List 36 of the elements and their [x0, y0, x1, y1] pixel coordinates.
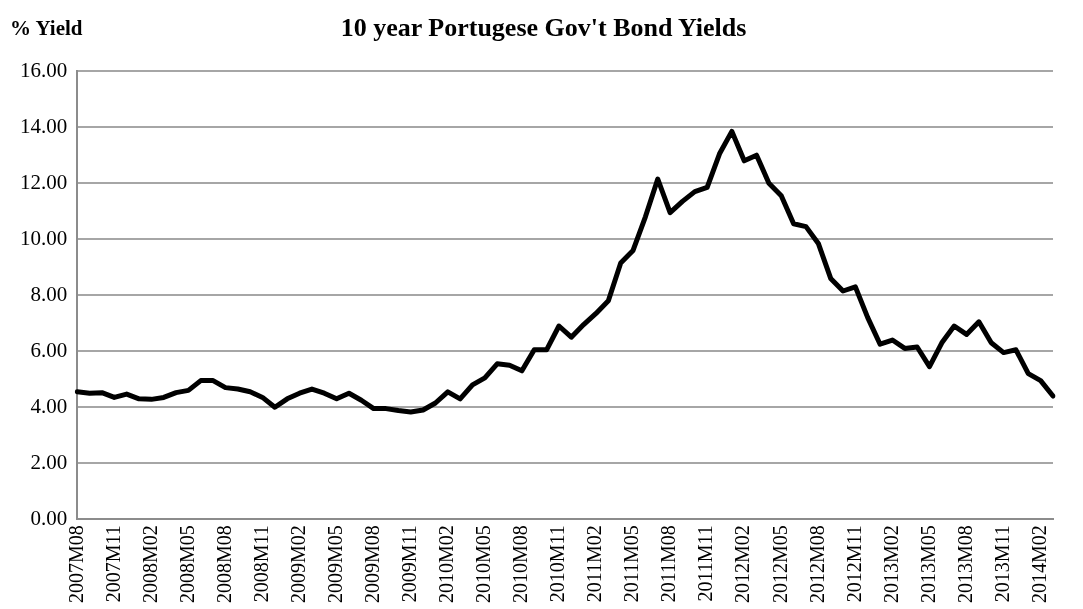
- x-tick-label: 2009M02: [286, 525, 309, 604]
- chart-title: 10 year Portugese Gov't Bond Yields: [340, 13, 747, 43]
- y-tick-label: 6.00: [30, 337, 68, 362]
- y-tick-label: 16.00: [20, 57, 68, 82]
- x-tick-label: 2012M08: [805, 525, 828, 604]
- x-tick-label: 2009M05: [323, 525, 346, 604]
- x-tick-label: 2007M11: [101, 525, 124, 603]
- x-tick-label: 2013M02: [879, 525, 902, 604]
- x-tick-label: 2012M05: [768, 525, 791, 604]
- x-tick-label: 2008M02: [138, 525, 161, 604]
- x-tick-label: 2009M11: [397, 525, 420, 603]
- x-tick-label: 2011M08: [657, 525, 680, 603]
- y-tick-label: 10.00: [20, 225, 68, 250]
- y-tick-label: 12.00: [20, 169, 68, 194]
- x-tick-label: 2012M02: [731, 525, 754, 604]
- x-tick-label: 2010M02: [435, 525, 458, 604]
- x-tick-label: 2011M11: [694, 525, 717, 602]
- x-tick-label: 2013M05: [916, 525, 939, 604]
- x-tick-label: 2010M08: [509, 525, 532, 604]
- x-tick-label: 2011M05: [620, 525, 643, 603]
- x-tick-label: 2013M08: [953, 525, 976, 604]
- y-tick-label: 14.00: [20, 113, 68, 138]
- x-tick-label: 2013M11: [990, 525, 1013, 603]
- x-tick-label: 2008M08: [212, 525, 235, 604]
- x-tick-label: 2008M11: [249, 525, 272, 603]
- y-tick-label: 8.00: [30, 281, 68, 306]
- y-tick-label: 2.00: [30, 449, 68, 474]
- y-axis-title: % Yield: [10, 16, 83, 41]
- x-tick-label: 2011M02: [583, 525, 606, 603]
- x-tick-label: 2008M05: [175, 525, 198, 604]
- x-tick-label: 2012M11: [842, 525, 865, 603]
- x-tick-label: 2014M02: [1027, 525, 1050, 604]
- x-tick-label: 2009M08: [360, 525, 383, 604]
- x-tick-label: 2010M11: [546, 525, 569, 603]
- x-tick-label: 2010M05: [472, 525, 495, 604]
- y-tick-label: 4.00: [30, 393, 68, 418]
